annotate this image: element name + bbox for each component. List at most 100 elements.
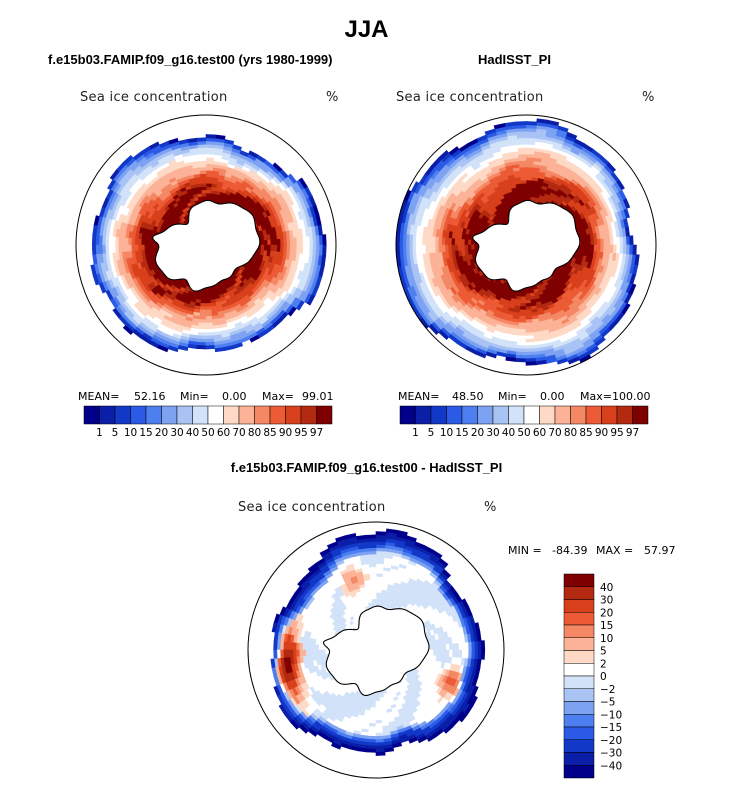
ice-cell (150, 244, 155, 251)
diff-colorbar-box (563, 688, 595, 702)
diff-cell (375, 531, 387, 536)
diff-cell (375, 592, 382, 597)
diff-cell (375, 697, 381, 702)
obs-colorbar-tick-label: 20 (471, 427, 484, 439)
ice-cell (205, 192, 211, 197)
ice-cell (525, 121, 538, 126)
ice-cell (248, 150, 259, 159)
model-colorbar-box (161, 405, 178, 425)
ice-cell (525, 176, 533, 181)
diff-cell (375, 700, 382, 705)
model-colorbar-box (130, 405, 147, 425)
diff-cell (429, 649, 434, 656)
obs-colorbar-box (492, 405, 509, 425)
obs-colorbar-box (461, 405, 478, 425)
ice-cell (525, 186, 532, 191)
ice-cell (199, 309, 207, 314)
obs-units-label: % (642, 90, 655, 105)
diff-cell (311, 649, 316, 656)
ice-cell (467, 244, 472, 251)
ice-cell (177, 345, 189, 351)
diff-cell (375, 694, 381, 699)
ice-cell (580, 239, 585, 246)
ice-cell (515, 358, 527, 363)
diff-cell (370, 595, 377, 600)
ice-cell (520, 302, 527, 308)
ice-cell (91, 234, 97, 246)
model-max-value: 99.01 (302, 390, 334, 403)
model-colorbar-tick-label: 40 (186, 427, 199, 439)
ice-cell (200, 296, 207, 301)
ice-cell (109, 169, 120, 181)
ice-cell (520, 299, 527, 304)
model-colorbar-tick-label: 10 (124, 427, 137, 439)
ice-cell (140, 244, 145, 251)
diff-cell (365, 534, 377, 539)
ice-cell (150, 239, 155, 246)
diff-cell (375, 710, 382, 715)
diff-colorbar-tick-label: 20 (600, 607, 613, 619)
ice-cell (91, 244, 97, 256)
ice-cell (322, 234, 327, 246)
ice-cell (137, 238, 142, 246)
ice-cell (514, 121, 527, 126)
ice-cell (205, 195, 211, 200)
ice-cell (205, 134, 216, 139)
obs-colorbar: 1 5 10 15 20 30 40 50 60 70 80 85 90 95 97 (399, 405, 649, 439)
obs-colorbar-box (430, 405, 447, 425)
ice-cell (92, 274, 100, 286)
ice-cell (525, 290, 531, 295)
obs-colorbar-tick-label: 30 (486, 427, 499, 439)
model-colorbar-box (145, 405, 162, 425)
diff-colorbar-tick-label: −10 (600, 709, 622, 721)
model-units-label: % (326, 90, 339, 105)
diff-colorbar-box (563, 612, 595, 626)
ice-cell (590, 244, 595, 252)
obs-colorbar-box (523, 405, 540, 425)
diff-colorbar-tick-label: 0 (600, 671, 607, 683)
ice-cell (629, 235, 634, 246)
model-colorbar: 1 5 10 15 20 30 40 50 60 70 80 85 90 95 97 (83, 405, 333, 439)
diff-cell (375, 598, 381, 603)
figure-title: JJA (344, 16, 389, 43)
model-colorbar-box (223, 405, 240, 425)
ice-cell (205, 186, 212, 191)
diff-cell (480, 640, 486, 651)
obs-min-label: Min= (498, 390, 527, 403)
ice-cell (201, 293, 207, 298)
diff-cell (433, 649, 438, 656)
obs-colorbar-box (446, 405, 463, 425)
diff-cell (436, 644, 441, 651)
diff-max-value: 57.97 (644, 544, 676, 557)
diff-cell (321, 649, 326, 656)
diff-colorbar-box (563, 650, 595, 664)
diff-colorbar-tick-label: −30 (600, 748, 622, 760)
diff-colorbar-tick-label: 15 (600, 620, 613, 632)
diff-cell (370, 588, 377, 593)
ice-cell (201, 290, 207, 295)
diff-colorbar-box (563, 765, 595, 779)
ice-cell (525, 195, 531, 200)
ice-cell (107, 179, 116, 191)
model-colorbar-tick-label: 97 (310, 427, 323, 439)
ice-cell (205, 296, 212, 301)
ice-cell (205, 302, 212, 308)
ice-cell (263, 244, 269, 251)
model-colorbar-box (114, 405, 131, 425)
diff-cell (371, 598, 377, 603)
ice-cell (525, 293, 531, 298)
diff-units-label: % (484, 500, 497, 515)
model-colorbar-box (269, 405, 286, 425)
diff-colorbar-box (563, 701, 595, 715)
model-colorbar-tick-label: 50 (201, 427, 214, 439)
ice-cell (205, 299, 212, 304)
obs-colorbar-box (616, 405, 633, 425)
ice-cell (200, 302, 207, 308)
model-colorbar-tick-label: 30 (170, 427, 183, 439)
ice-cell (272, 162, 283, 172)
ice-cell (200, 186, 207, 191)
ice-cell (205, 189, 212, 194)
ice-cell (520, 179, 527, 184)
diff-colorbar-tick-label: −15 (600, 722, 622, 734)
